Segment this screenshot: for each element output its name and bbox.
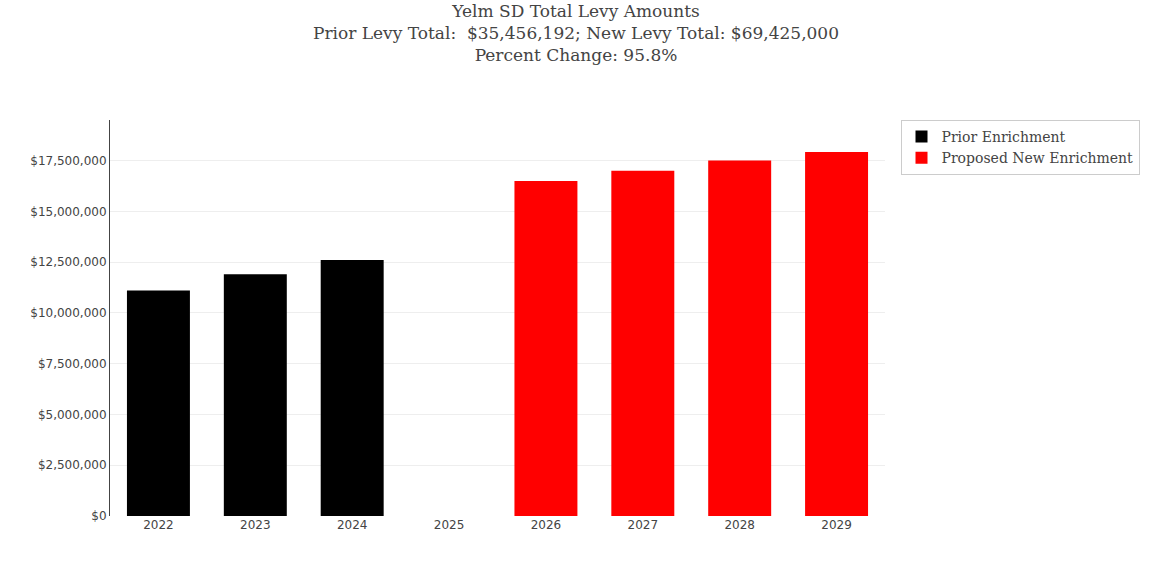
svg-text:2026: 2026	[531, 518, 562, 532]
svg-text:Yelm SD Total Levy AmountsPrio: Yelm SD Total Levy AmountsPrior Levy Tot…	[313, 1, 839, 65]
svg-text:$5,000,000: $5,000,000	[38, 408, 107, 422]
svg-text:$17,500,000: $17,500,000	[30, 154, 106, 168]
svg-text:2027: 2027	[628, 518, 659, 532]
svg-text:$15,000,000: $15,000,000	[30, 205, 106, 219]
svg-text:Prior Enrichment: Prior Enrichment	[942, 129, 1066, 145]
svg-text:$0: $0	[91, 509, 106, 523]
svg-text:2023: 2023	[240, 518, 271, 532]
svg-text:2025: 2025	[434, 518, 465, 532]
svg-text:Proposed New Enrichment: Proposed New Enrichment	[942, 150, 1134, 166]
svg-text:2029: 2029	[821, 518, 852, 532]
svg-text:$2,500,000: $2,500,000	[38, 458, 107, 472]
svg-text:2022: 2022	[143, 518, 174, 532]
svg-text:2024: 2024	[337, 518, 368, 532]
svg-text:2028: 2028	[724, 518, 755, 532]
svg-text:$10,000,000: $10,000,000	[30, 306, 106, 320]
svg-text:$12,500,000: $12,500,000	[30, 255, 106, 269]
svg-text:$7,500,000: $7,500,000	[38, 357, 107, 371]
